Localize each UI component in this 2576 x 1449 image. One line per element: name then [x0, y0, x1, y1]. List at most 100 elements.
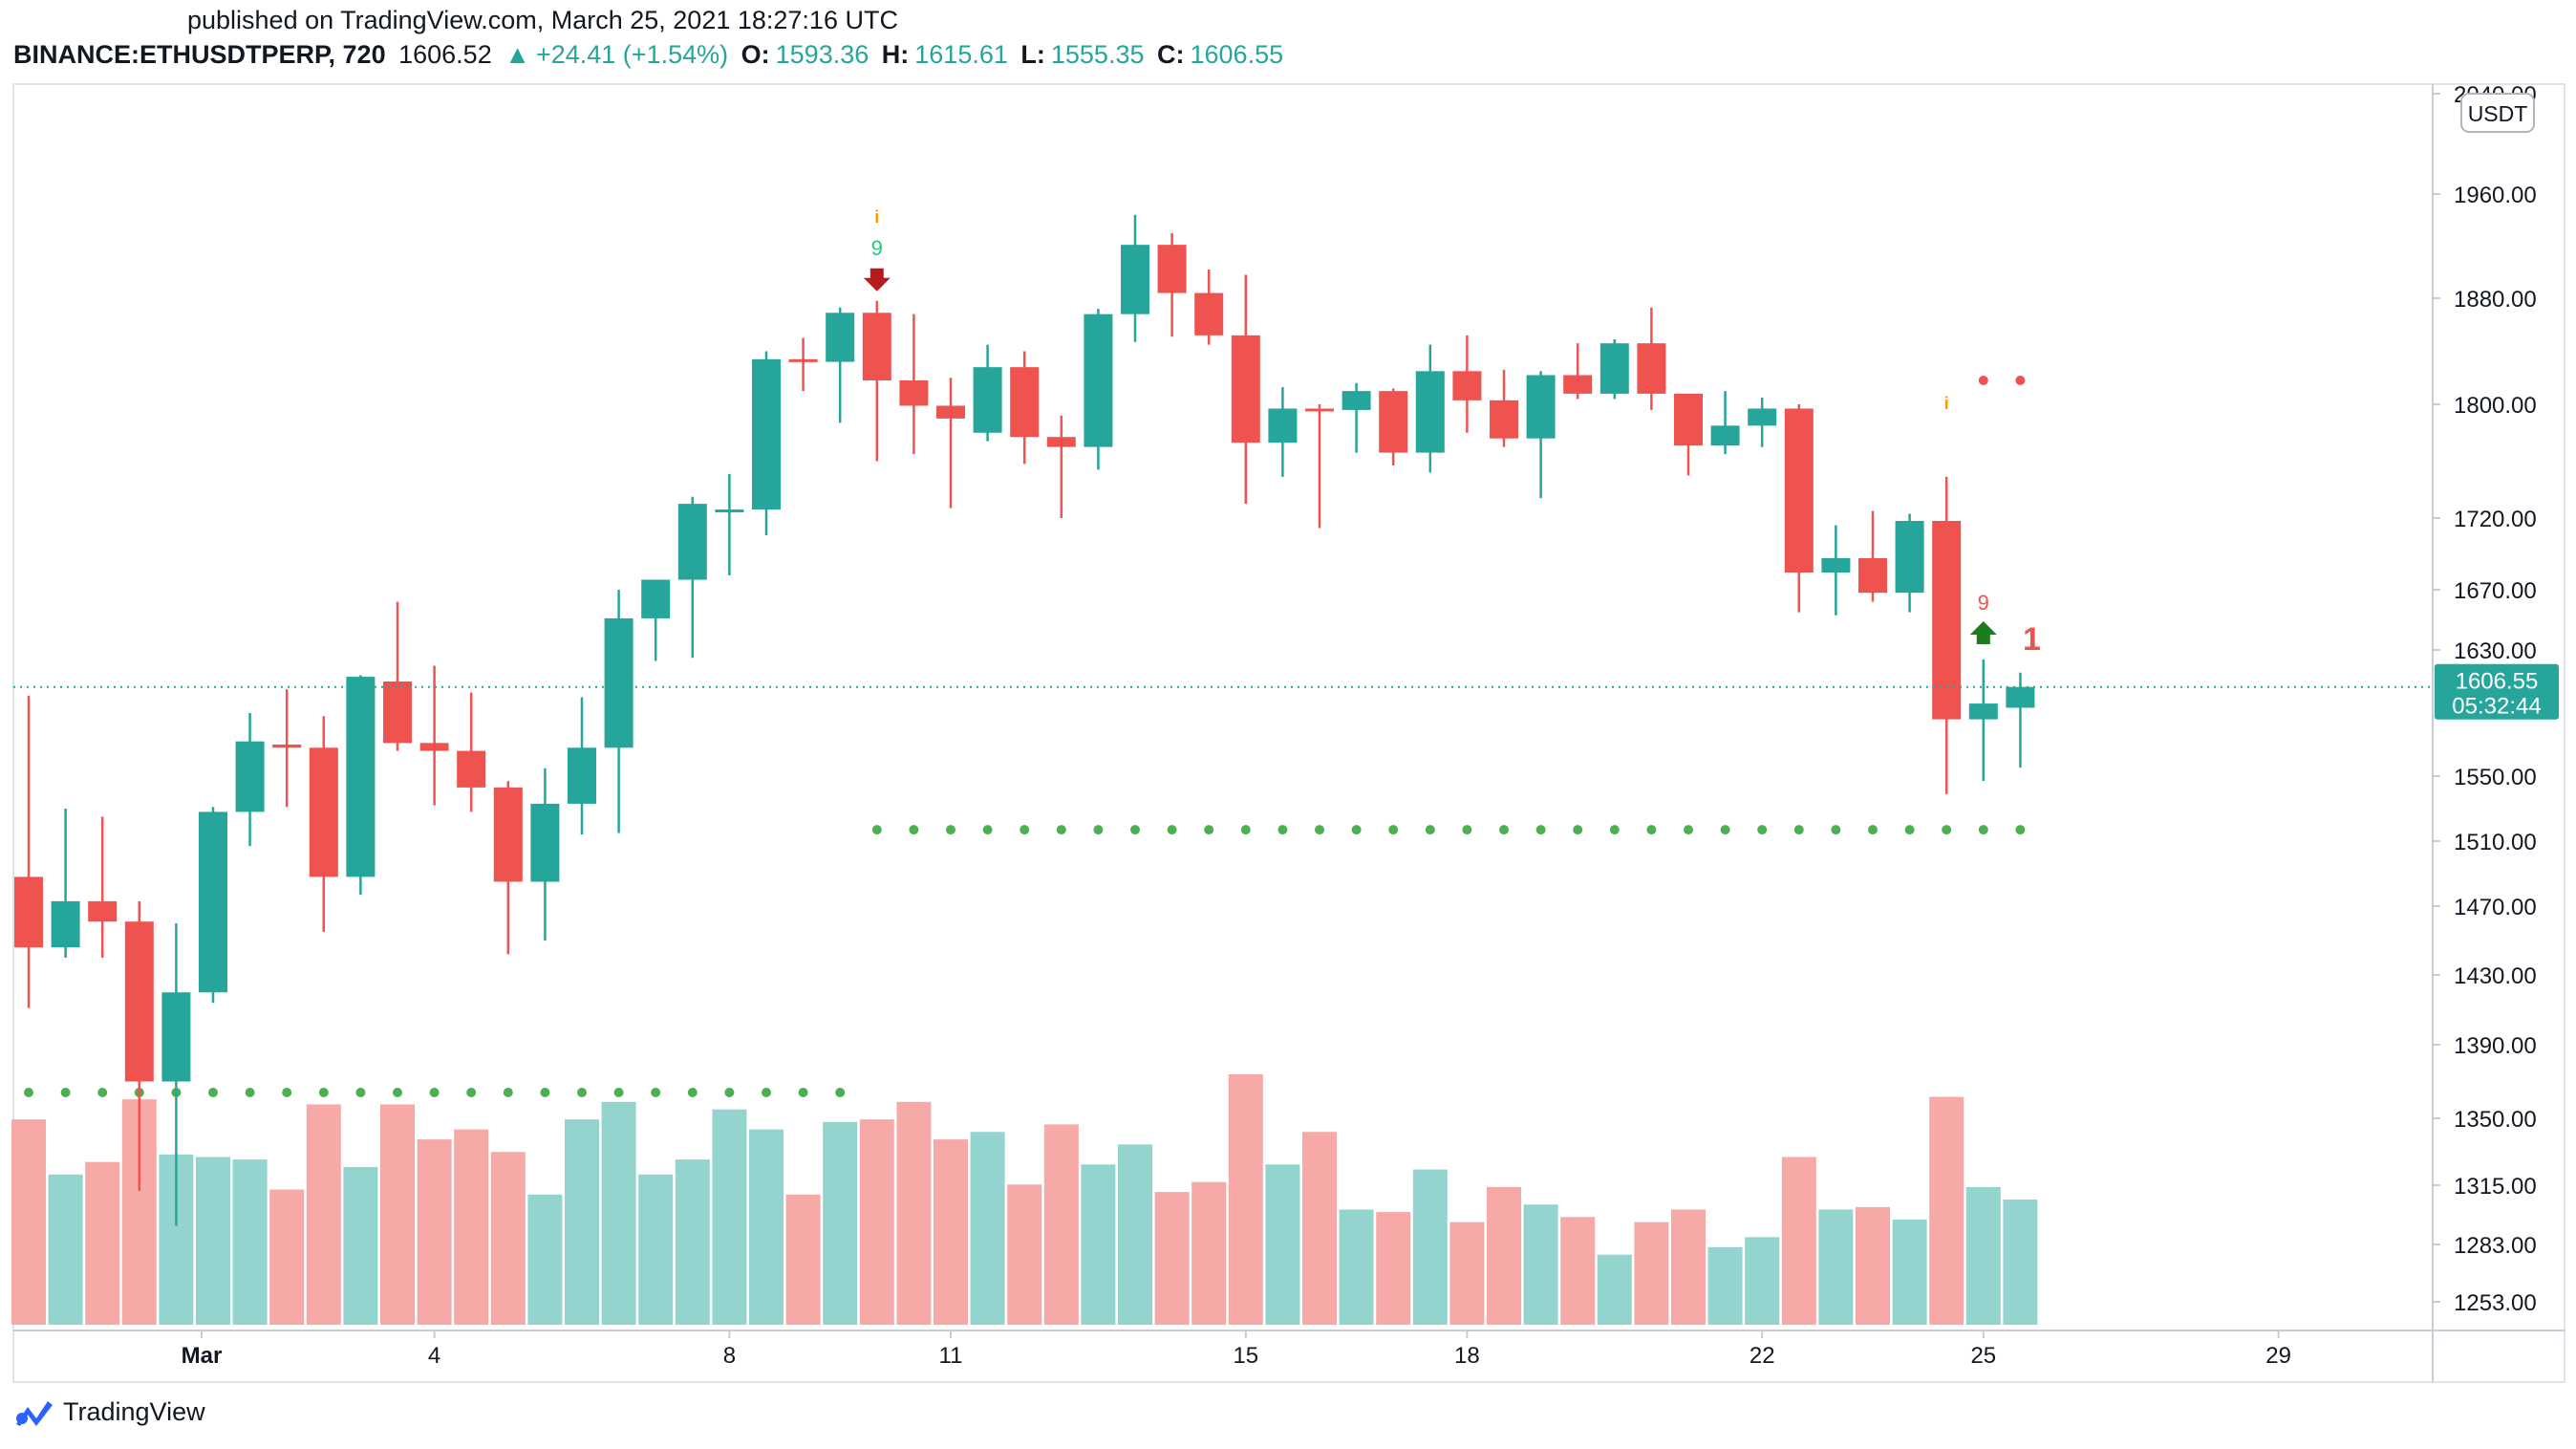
candle-body[interactable] [1932, 521, 1962, 720]
candle-body[interactable] [124, 921, 154, 1082]
candle-body[interactable] [457, 750, 486, 788]
support-dot [1942, 825, 1952, 835]
volume-bar [1302, 1132, 1337, 1325]
candle-body[interactable] [752, 358, 781, 510]
y-tick-label: 1960.00 [2454, 183, 2537, 208]
candle-body[interactable] [899, 380, 929, 406]
candle-body[interactable] [161, 992, 191, 1082]
candle-body[interactable] [1046, 437, 1076, 447]
high-value: 1615.61 [914, 40, 1008, 69]
volume-bar [749, 1129, 784, 1325]
candle-body[interactable] [1268, 408, 1298, 443]
candle-body[interactable] [235, 741, 265, 812]
lower-dot [318, 1088, 329, 1097]
volume-bar [1929, 1096, 1964, 1325]
x-tick-label: 11 [939, 1343, 963, 1369]
x-tick-label: 8 [723, 1343, 736, 1369]
candle-body[interactable] [1710, 425, 1740, 446]
candle-body[interactable] [936, 405, 965, 419]
candle-body[interactable] [1121, 245, 1149, 314]
candle-body[interactable] [1526, 375, 1556, 439]
lower-dot [429, 1088, 440, 1097]
candle-body[interactable] [346, 677, 376, 877]
volume-bar [785, 1194, 821, 1325]
candle-body[interactable] [493, 787, 523, 882]
candle-body[interactable] [199, 811, 227, 993]
candle-body[interactable] [1895, 521, 1924, 594]
candle-body[interactable] [383, 681, 412, 744]
candle-body[interactable] [272, 745, 302, 748]
candle-body[interactable] [1452, 371, 1482, 400]
info-marker[interactable]: i [1944, 394, 1949, 413]
volume-bar [1043, 1124, 1079, 1325]
volume-bar [712, 1109, 747, 1325]
candle-body[interactable] [1674, 393, 1703, 446]
candle-body[interactable] [1194, 292, 1224, 335]
support-dot [1020, 825, 1030, 835]
support-dot [1904, 825, 1915, 835]
y-tick-label: 1470.00 [2454, 895, 2537, 920]
volume-bar [1376, 1212, 1411, 1325]
support-dot [1130, 825, 1140, 835]
volume-bar [1081, 1164, 1116, 1325]
candle-body[interactable] [88, 900, 118, 922]
lower-dot [60, 1088, 71, 1097]
support-dot [1868, 825, 1878, 835]
y-tick-label: 1880.00 [2454, 287, 2537, 313]
support-dot [871, 825, 882, 835]
currency-button[interactable] [2460, 93, 2535, 133]
candle-body[interactable] [1157, 245, 1187, 293]
volume-bar [1449, 1222, 1485, 1325]
candle-body[interactable] [604, 617, 633, 748]
candle-body[interactable] [2006, 686, 2035, 708]
symbol-name[interactable]: BINANCE:ETHUSDTPERP, 720 [13, 40, 386, 69]
candle-body[interactable] [1821, 558, 1851, 573]
candle-body[interactable] [1968, 703, 1998, 720]
candle-body[interactable] [419, 743, 449, 751]
candle-body[interactable] [677, 504, 707, 580]
candle-body[interactable] [715, 509, 744, 513]
candle-body[interactable] [862, 313, 891, 381]
candle-body[interactable] [309, 747, 338, 877]
candle-body[interactable] [1563, 375, 1593, 394]
candle-body[interactable] [1858, 558, 1887, 594]
candle-body[interactable] [826, 313, 855, 362]
candle-body[interactable] [1379, 391, 1408, 453]
candle-body[interactable] [788, 358, 818, 362]
candle-body[interactable] [1342, 391, 1371, 410]
candle-body[interactable] [530, 803, 560, 882]
candle-body[interactable] [1084, 314, 1113, 447]
candle-body[interactable] [1637, 343, 1666, 394]
y-tick-label: 1550.00 [2454, 765, 2537, 790]
candle-body[interactable] [1231, 335, 1260, 443]
candle-body[interactable] [973, 367, 1002, 433]
support-dot [2015, 825, 2026, 835]
lower-dot [208, 1088, 218, 1097]
candle-body[interactable] [14, 876, 43, 948]
lower-dot [651, 1088, 661, 1097]
tradingview-logo[interactable]: TradingView [13, 1397, 205, 1427]
support-dot [1277, 825, 1288, 835]
countdown-count-label: 1 [2023, 621, 2041, 658]
candle-body[interactable] [1784, 408, 1814, 573]
candle-body[interactable] [1748, 408, 1777, 426]
volume-bar [934, 1139, 968, 1325]
candle-body[interactable] [1415, 371, 1445, 453]
lower-dot [355, 1088, 366, 1097]
candle-body[interactable] [51, 900, 80, 948]
info-marker[interactable]: i [874, 207, 879, 227]
support-dot [1240, 825, 1251, 835]
support-dot [1462, 825, 1472, 835]
candle-body[interactable] [641, 579, 671, 618]
candle-body[interactable] [1305, 408, 1334, 412]
volume-bar [565, 1119, 599, 1325]
y-tick-label: 1315.00 [2454, 1174, 2537, 1200]
lower-dot [762, 1088, 771, 1097]
candle-body[interactable] [1490, 400, 1518, 439]
last-price-tag [2435, 663, 2559, 720]
candle-body[interactable] [1599, 343, 1629, 394]
candle-body[interactable] [568, 747, 596, 804]
volume-bar [306, 1104, 341, 1325]
candle-body[interactable] [1010, 367, 1040, 438]
